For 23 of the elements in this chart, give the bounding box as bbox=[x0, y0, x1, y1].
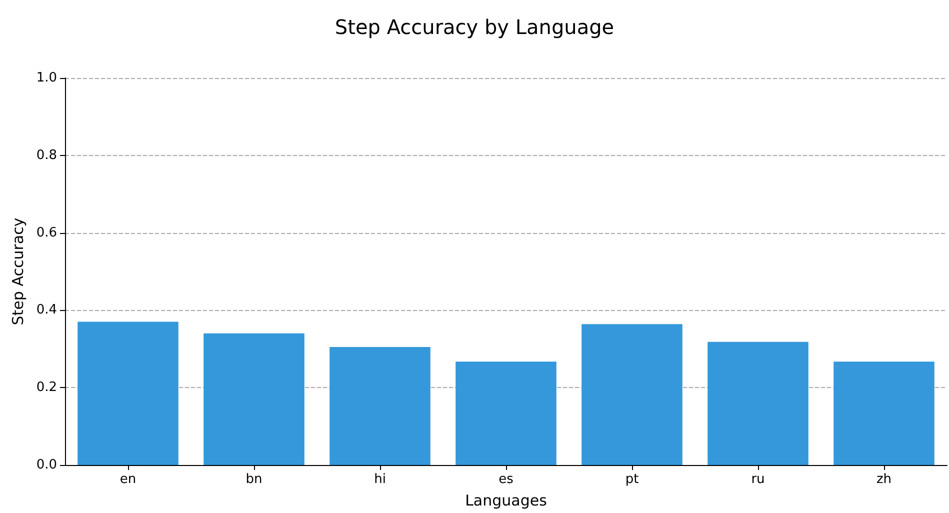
x-tick-label: en bbox=[120, 472, 136, 487]
bar bbox=[456, 362, 556, 465]
x-tick-label: ru bbox=[751, 472, 765, 487]
bar bbox=[582, 324, 682, 465]
y-tick-label: 0.8 bbox=[36, 148, 57, 163]
y-tick-label: 0.6 bbox=[36, 225, 57, 240]
bar bbox=[708, 342, 808, 465]
chart-title: Step Accuracy by Language bbox=[334, 15, 614, 39]
bar bbox=[78, 322, 178, 465]
x-tick-label: pt bbox=[625, 472, 639, 487]
x-tick-label: zh bbox=[876, 472, 892, 487]
y-tick-label: 0.4 bbox=[36, 302, 57, 318]
x-tick-label: bn bbox=[246, 472, 262, 487]
x-tick-label: es bbox=[498, 472, 514, 487]
bar bbox=[204, 333, 304, 465]
bar bbox=[330, 346, 430, 465]
y-tick-label: 0.2 bbox=[36, 380, 57, 396]
y-axis-title: Step Accuracy bbox=[8, 218, 27, 326]
x-tick-label: hi bbox=[374, 472, 386, 487]
y-tick-label: 0.0 bbox=[36, 458, 57, 472]
x-axis-title: Languages bbox=[465, 492, 548, 510]
bar bbox=[834, 362, 934, 465]
y-tick-label: 1.0 bbox=[36, 70, 57, 86]
